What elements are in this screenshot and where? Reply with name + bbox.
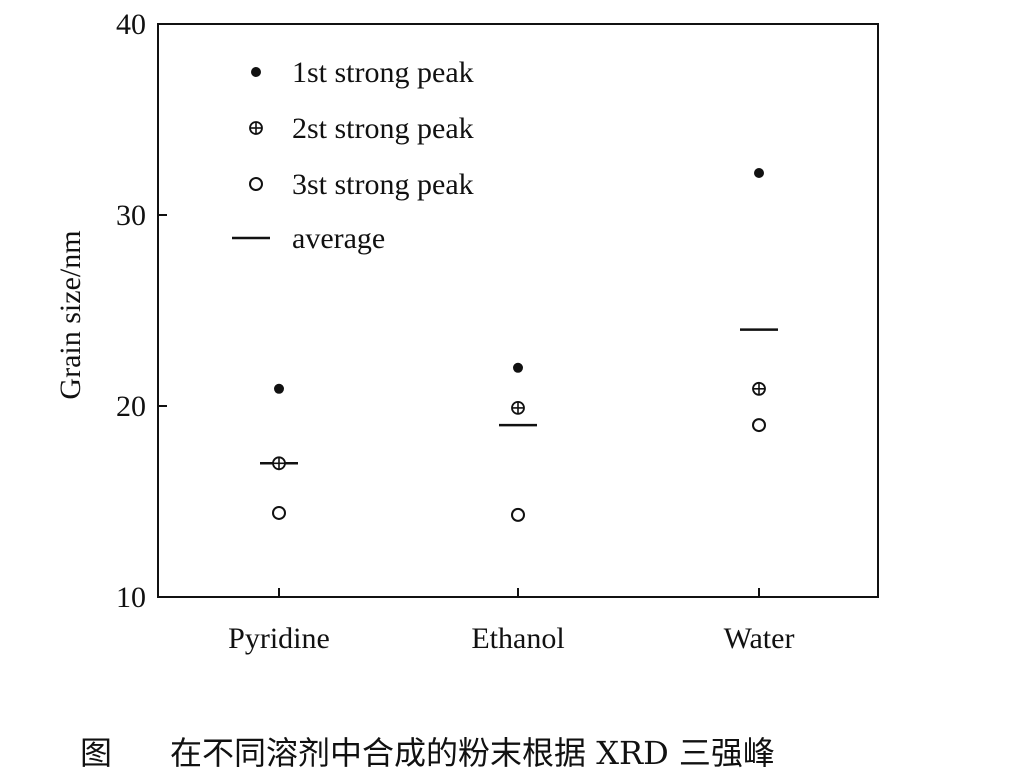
legend-label-second: 2st strong peak: [292, 112, 474, 145]
y-axis-ticks: 10 20 30 40: [116, 8, 167, 614]
point-second-ethanol: [511, 401, 525, 415]
data-marks: [260, 167, 778, 522]
figure-caption: 图 在不同溶剂中合成的粉末根据 XRD 三强峰: [80, 728, 775, 774]
point-second-water: [752, 381, 766, 396]
point-second-pyridine: [272, 456, 286, 471]
x-tick-label: Pyridine: [228, 622, 330, 655]
legend-label-third: 3st strong peak: [292, 168, 474, 201]
y-tick-label: 10: [116, 581, 146, 614]
legend-label-average: average: [292, 222, 385, 255]
legend: 1st strong peak 2st strong peak 3st strong…: [232, 56, 474, 255]
point-third-pyridine: [272, 505, 286, 520]
legend-marker-third: [249, 177, 263, 191]
x-tick-label: Ethanol: [471, 622, 564, 655]
y-tick-label: 40: [116, 8, 146, 41]
y-tick-label: 20: [116, 390, 146, 423]
point-third-water: [752, 418, 766, 433]
point-first-pyridine: [274, 383, 284, 394]
legend-label-first: 1st strong peak: [292, 56, 474, 89]
legend-marker-first: [251, 67, 261, 77]
x-tick-label: Water: [724, 622, 795, 655]
x-axis-ticks: Pyridine Ethanol Water: [228, 588, 794, 655]
caption-text: 在不同溶剂中合成的粉末根据 XRD 三强峰: [170, 734, 775, 772]
point-third-ethanol: [511, 507, 525, 522]
point-first-water: [754, 167, 764, 178]
figure-label: 图: [80, 734, 113, 772]
legend-marker-second: [249, 121, 263, 135]
y-tick-label: 30: [116, 199, 146, 232]
point-first-ethanol: [513, 362, 523, 373]
y-axis-label: Grain size/nm: [54, 230, 87, 399]
